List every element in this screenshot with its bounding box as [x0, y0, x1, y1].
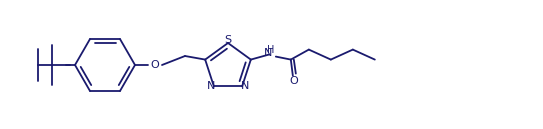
Text: N: N	[264, 48, 272, 58]
Text: O: O	[289, 76, 298, 86]
Text: N: N	[207, 81, 215, 91]
Text: O: O	[150, 60, 160, 70]
Text: H: H	[267, 45, 275, 55]
Text: S: S	[224, 35, 231, 45]
Text: N: N	[241, 81, 249, 91]
